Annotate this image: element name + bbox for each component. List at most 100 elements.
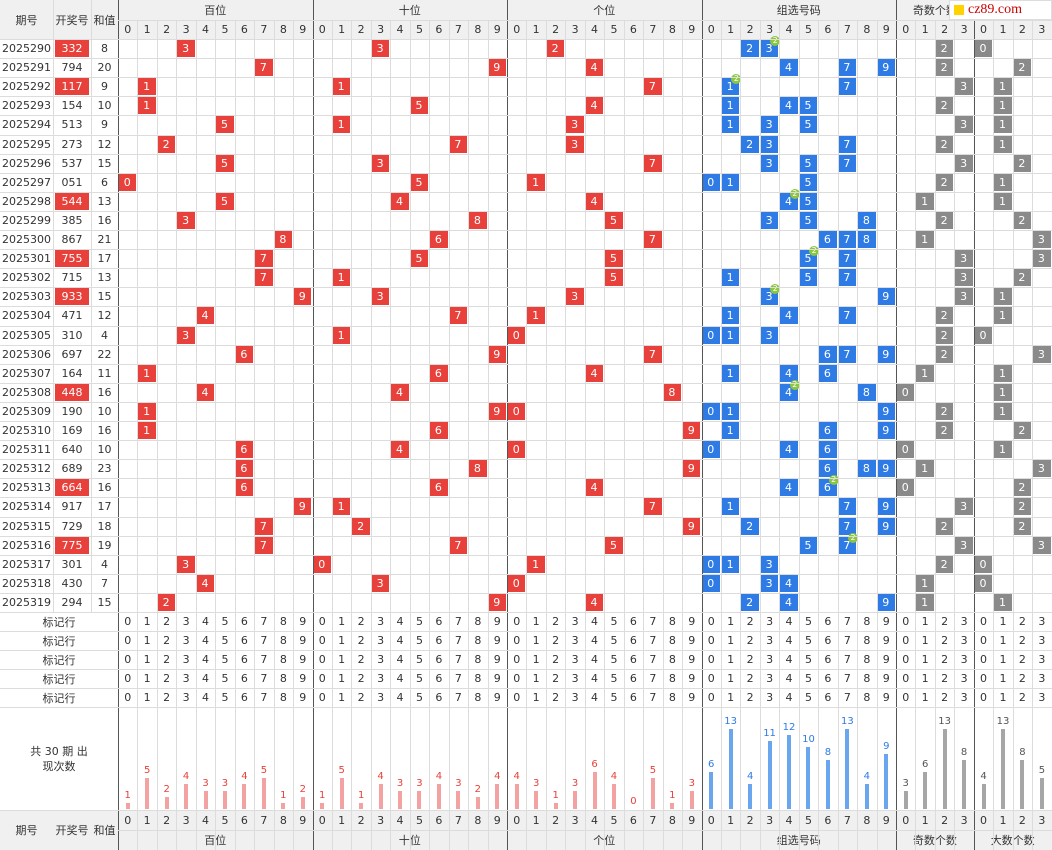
mark-cell[interactable]: 7 [260, 691, 268, 704]
mark-cell[interactable]: 9 [299, 615, 307, 628]
mark-cell[interactable]: 3 [766, 634, 774, 647]
mark-cell[interactable]: 6 [824, 691, 832, 704]
mark-cell[interactable]: 4 [785, 615, 793, 628]
mark-cell[interactable]: 6 [824, 653, 832, 666]
mark-cell[interactable]: 1 [532, 691, 540, 704]
mark-cell[interactable]: 7 [649, 672, 657, 685]
mark-cell[interactable]: 9 [493, 615, 501, 628]
mark-cell[interactable]: 7 [260, 653, 268, 666]
mark-cell[interactable]: 0 [902, 672, 910, 685]
mark-cell[interactable]: 0 [513, 653, 521, 666]
mark-cell[interactable]: 3 [960, 691, 968, 704]
mark-cell[interactable]: 5 [221, 634, 229, 647]
mark-cell[interactable]: 7 [454, 672, 462, 685]
mark-cell[interactable]: 5 [221, 691, 229, 704]
mark-cell[interactable]: 7 [843, 691, 851, 704]
mark-cell[interactable]: 2 [746, 691, 754, 704]
mark-cell[interactable]: 3 [766, 672, 774, 685]
mark-cell[interactable]: 1 [999, 615, 1007, 628]
mark-cell[interactable]: 7 [649, 653, 657, 666]
mark-cell[interactable]: 9 [299, 691, 307, 704]
mark-cell[interactable]: 8 [668, 691, 676, 704]
mark-cell[interactable]: 8 [668, 634, 676, 647]
mark-cell[interactable]: 1 [143, 672, 151, 685]
mark-cell[interactable]: 8 [668, 653, 676, 666]
mark-cell[interactable]: 0 [980, 634, 988, 647]
mark-cell[interactable]: 6 [435, 615, 443, 628]
mark-cell[interactable]: 8 [474, 672, 482, 685]
mark-cell[interactable]: 1 [338, 653, 346, 666]
mark-cell[interactable]: 6 [435, 691, 443, 704]
mark-cell[interactable]: 1 [338, 615, 346, 628]
mark-cell[interactable]: 5 [610, 634, 618, 647]
mark-cell[interactable]: 8 [863, 672, 871, 685]
mark-cell[interactable]: 0 [902, 653, 910, 666]
mark-cell[interactable]: 3 [182, 672, 190, 685]
mark-cell[interactable]: 5 [610, 691, 618, 704]
mark-cell[interactable]: 0 [980, 672, 988, 685]
mark-cell[interactable]: 1 [999, 691, 1007, 704]
mark-cell[interactable]: 5 [415, 634, 423, 647]
mark-cell[interactable]: 5 [415, 672, 423, 685]
mark-cell[interactable]: 0 [513, 691, 521, 704]
mark-cell[interactable]: 0 [707, 672, 715, 685]
mark-cell[interactable]: 6 [629, 672, 637, 685]
mark-cell[interactable]: 3 [766, 691, 774, 704]
mark-cell[interactable]: 3 [1038, 615, 1046, 628]
mark-cell[interactable]: 6 [824, 634, 832, 647]
mark-cell[interactable]: 9 [688, 615, 696, 628]
mark-cell[interactable]: 1 [143, 691, 151, 704]
mark-cell[interactable]: 3 [1038, 691, 1046, 704]
mark-cell[interactable]: 2 [163, 653, 171, 666]
mark-cell[interactable]: 1 [921, 615, 929, 628]
mark-cell[interactable]: 2 [357, 653, 365, 666]
mark-cell[interactable]: 0 [318, 634, 326, 647]
mark-cell[interactable]: 1 [532, 653, 540, 666]
mark-cell[interactable]: 1 [143, 634, 151, 647]
mark-cell[interactable]: 2 [357, 672, 365, 685]
mark-cell[interactable]: 6 [435, 653, 443, 666]
mark-cell[interactable]: 7 [454, 653, 462, 666]
mark-cell[interactable]: 6 [824, 672, 832, 685]
mark-cell[interactable]: 2 [1018, 615, 1026, 628]
mark-cell[interactable]: 0 [980, 653, 988, 666]
mark-cell[interactable]: 1 [532, 615, 540, 628]
mark-cell[interactable]: 3 [960, 634, 968, 647]
mark-cell[interactable]: 8 [279, 691, 287, 704]
mark-cell[interactable]: 0 [124, 691, 132, 704]
mark-cell[interactable]: 2 [357, 615, 365, 628]
mark-cell[interactable]: 3 [571, 672, 579, 685]
site-logo[interactable]: cz89.com [949, 0, 1052, 20]
mark-cell[interactable]: 7 [454, 615, 462, 628]
mark-cell[interactable]: 2 [357, 634, 365, 647]
mark-cell[interactable]: 7 [260, 672, 268, 685]
mark-cell[interactable]: 3 [1038, 672, 1046, 685]
mark-cell[interactable]: 3 [571, 634, 579, 647]
mark-cell[interactable]: 1 [532, 672, 540, 685]
mark-cell[interactable]: 2 [163, 672, 171, 685]
mark-cell[interactable]: 7 [843, 634, 851, 647]
mark-cell[interactable]: 2 [1018, 653, 1026, 666]
mark-cell[interactable]: 7 [649, 634, 657, 647]
mark-cell[interactable]: 3 [571, 691, 579, 704]
mark-cell[interactable]: 8 [279, 653, 287, 666]
mark-cell[interactable]: 0 [318, 615, 326, 628]
mark-cell[interactable]: 3 [377, 653, 385, 666]
mark-cell[interactable]: 8 [668, 615, 676, 628]
mark-cell[interactable]: 6 [824, 615, 832, 628]
mark-cell[interactable]: 0 [124, 653, 132, 666]
mark-cell[interactable]: 5 [804, 615, 812, 628]
mark-cell[interactable]: 6 [435, 634, 443, 647]
mark-cell[interactable]: 6 [240, 672, 248, 685]
mark-cell[interactable]: 3 [960, 615, 968, 628]
mark-cell[interactable]: 0 [902, 691, 910, 704]
mark-cell[interactable]: 8 [863, 691, 871, 704]
mark-cell[interactable]: 4 [202, 615, 210, 628]
mark-cell[interactable]: 4 [591, 634, 599, 647]
mark-cell[interactable]: 1 [532, 634, 540, 647]
mark-cell[interactable]: 4 [396, 653, 404, 666]
mark-cell[interactable]: 8 [668, 672, 676, 685]
mark-cell[interactable]: 3 [571, 615, 579, 628]
mark-cell[interactable]: 1 [727, 634, 735, 647]
mark-cell[interactable]: 7 [454, 691, 462, 704]
